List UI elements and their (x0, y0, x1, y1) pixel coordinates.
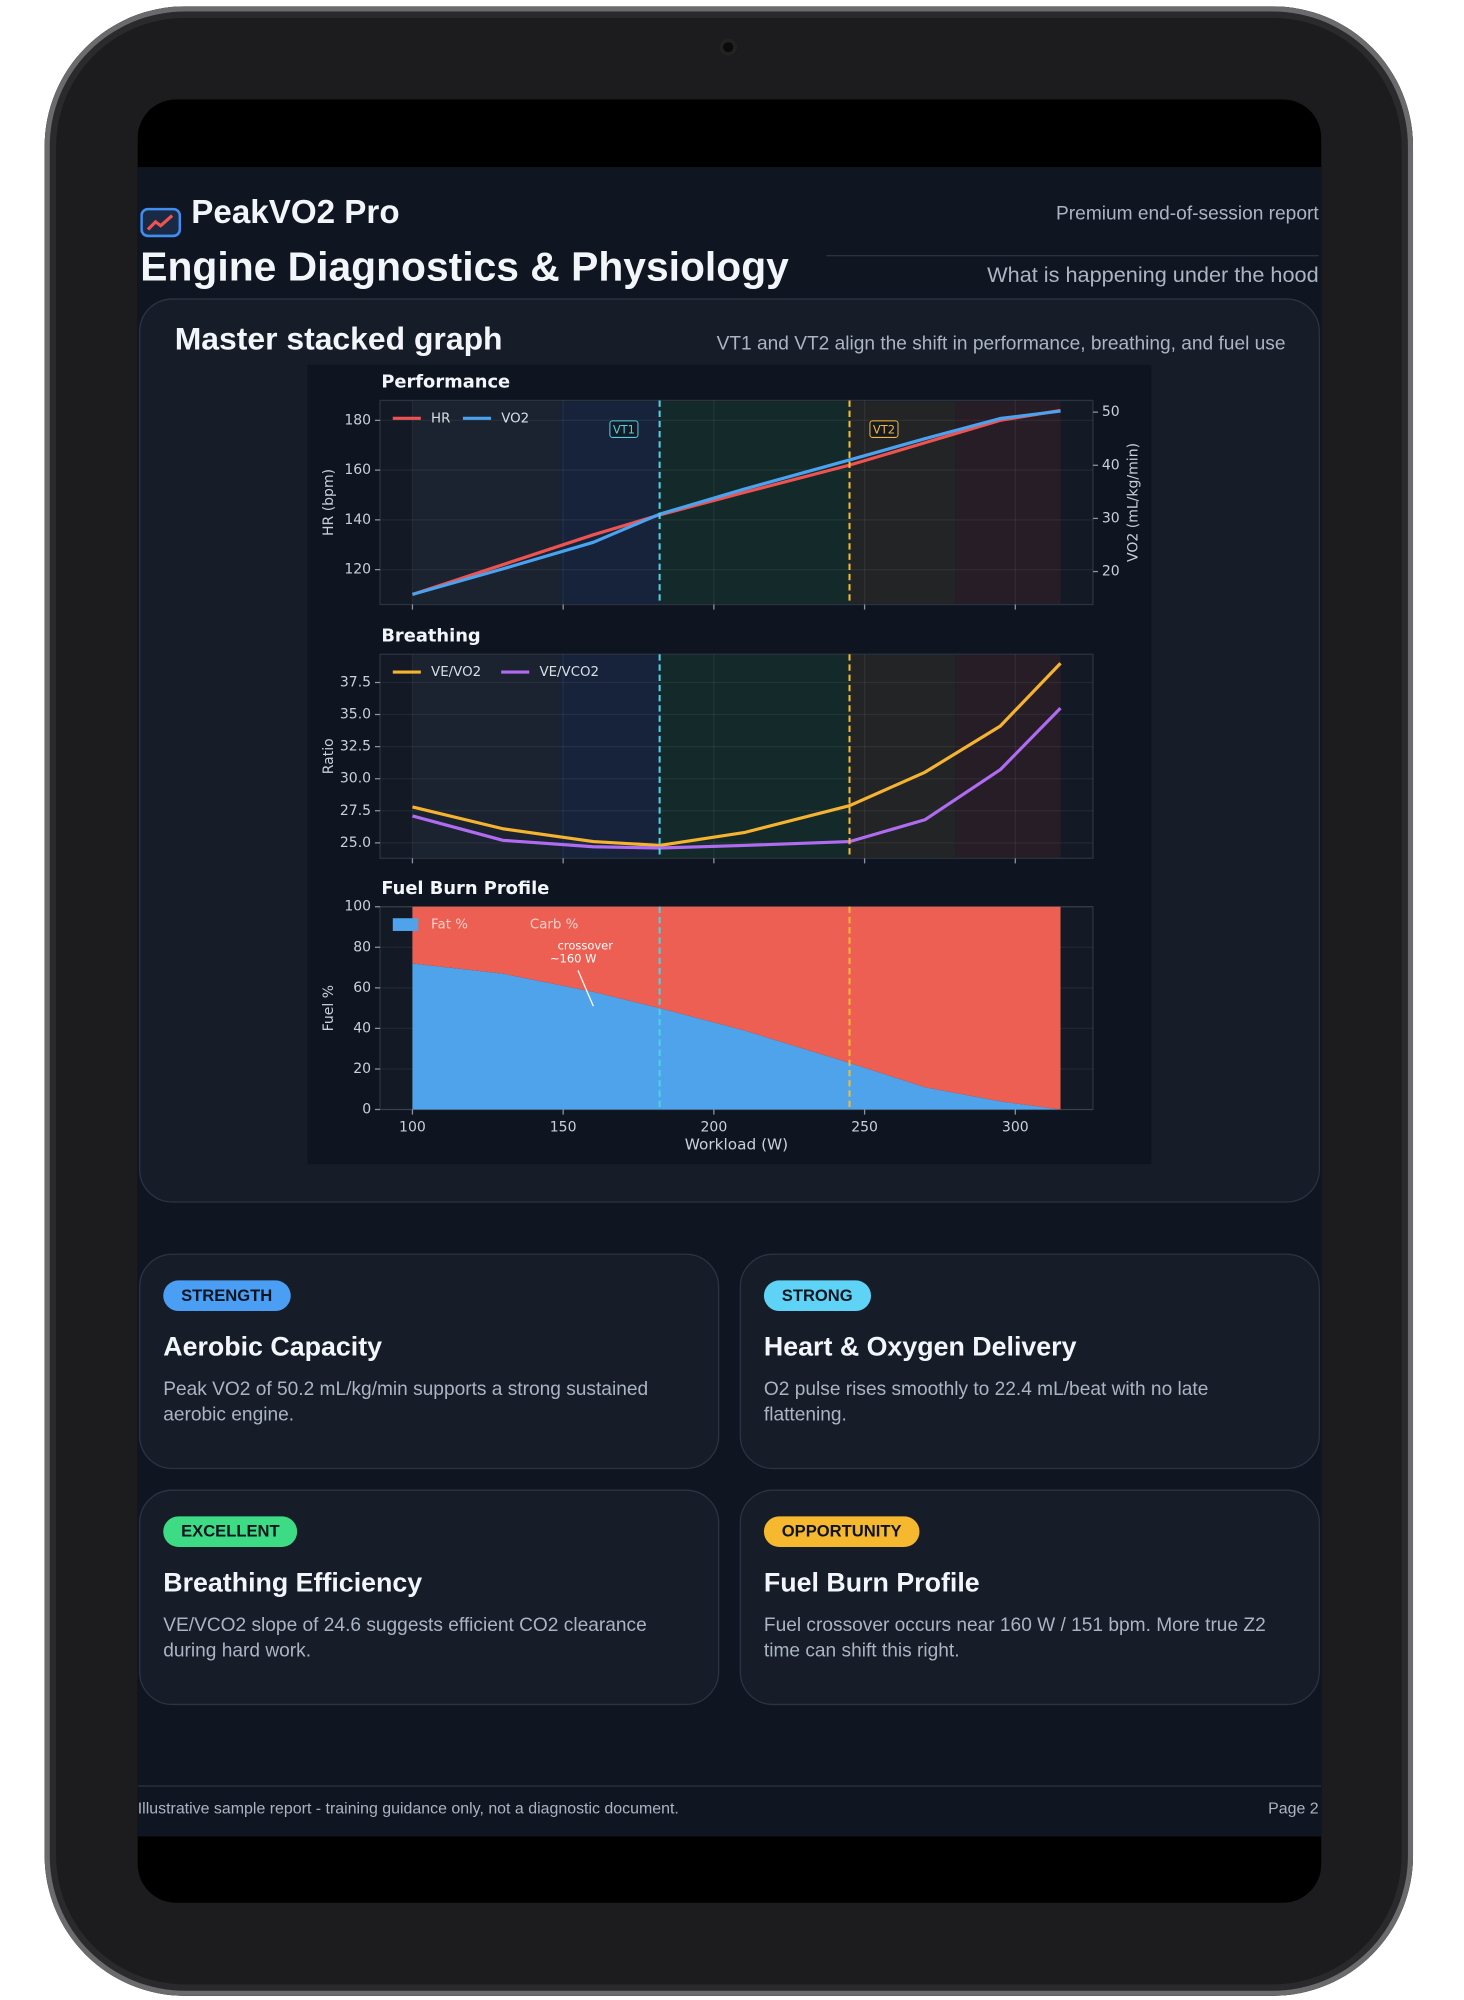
card-title: Fuel Burn Profile (763, 1568, 980, 1598)
y2-tick-label: 50 (1102, 404, 1120, 420)
y-tick-label: 25.0 (340, 835, 371, 851)
panel-title: Breathing (381, 625, 480, 646)
badge: STRENGTH (163, 1280, 291, 1312)
y-tick-label: 140 (344, 512, 371, 528)
zone (955, 654, 1061, 858)
zone (849, 654, 956, 858)
badge: STRONG (763, 1280, 871, 1312)
annotation-text: ~160 W (550, 951, 597, 965)
footer-note: Illustrative sample report - training gu… (137, 1799, 679, 1818)
card-text: Peak VO2 of 50.2 mL/kg/min supports a st… (163, 1378, 649, 1426)
series-line (412, 707, 1062, 850)
card-title: Breathing Efficiency (163, 1568, 423, 1598)
card-text: Fuel crossover occurs near 160 W / 151 b… (763, 1614, 1266, 1662)
y-tick-label: 20 (353, 1061, 371, 1077)
card-text: O2 pulse rises smoothly to 22.4 mL/beat … (763, 1378, 1209, 1426)
legend-label: VE/VCO2 (539, 665, 599, 680)
stacked-area (412, 963, 1061, 1110)
x-tick-label: 300 (1002, 1119, 1029, 1135)
zone (560, 654, 660, 858)
y-tick-label: 40 (353, 1020, 371, 1036)
y-tick-label: 27.5 (340, 803, 371, 819)
threshold-label-box (609, 420, 639, 438)
panel-title: Fuel Burn Profile (381, 878, 549, 899)
x-tick-label: 100 (399, 1119, 426, 1135)
report-type: Premium end-of-session report (1056, 202, 1319, 225)
threshold-label: VT2 (873, 422, 895, 436)
y-tick-label: 37.5 (340, 674, 371, 690)
legend-label: VO2 (501, 411, 529, 426)
y-tick-label: 80 (353, 939, 371, 955)
y-tick-label: 120 (344, 562, 371, 578)
annotation-arrow (577, 970, 594, 1007)
stacked-chart: 120 140 160 180 20 30 40 50 HR (bpm) VO2 (mL/kg/m… (307, 364, 1152, 1165)
screen: PeakVO2 Pro Premium end-of-session repor… (137, 99, 1322, 1903)
app-icon (140, 207, 182, 238)
x-axis-label: Workload (W) (685, 1136, 788, 1154)
x-tick-label: 250 (851, 1119, 878, 1135)
header-rule (826, 255, 1319, 257)
app-name: PeakVO2 Pro (191, 192, 400, 231)
card-text: VE/VCO2 slope of 24.6 suggests efficient… (163, 1614, 647, 1662)
y-tick-label: 0 (362, 1102, 371, 1118)
zone (659, 401, 850, 604)
footer-rule (137, 1785, 1322, 1787)
page-title: Engine Diagnostics & Physiology (140, 243, 789, 290)
y-tick-label: 60 (353, 980, 371, 996)
series-line (411, 408, 1061, 597)
zone (659, 654, 850, 858)
zone (412, 654, 561, 858)
threshold-label: VT1 (613, 422, 635, 436)
legend-swatch (392, 918, 419, 931)
legend-label: Carb % (530, 918, 578, 933)
series-line (412, 409, 1061, 596)
y-tick-label: 160 (344, 462, 371, 478)
zone (849, 401, 956, 604)
x-tick-label: 150 (550, 1119, 577, 1135)
legend-label: VE/VO2 (431, 665, 481, 680)
page-number: Page 2 (1268, 1799, 1319, 1818)
badge: EXCELLENT (163, 1516, 298, 1547)
legend-swatch (491, 918, 518, 931)
y2-tick-label: 30 (1102, 510, 1120, 526)
y-tick-label: 35.0 (340, 707, 371, 723)
annotation-text: crossover (558, 939, 614, 953)
report-page: PeakVO2 Pro Premium end-of-session repor… (137, 167, 1322, 1837)
y2-axis-label: VO2 (mL/kg/min) (1126, 443, 1142, 562)
graph-card-title: Master stacked graph (174, 321, 503, 358)
series-line (412, 662, 1062, 848)
y-axis-label: Ratio (321, 738, 337, 774)
graph-card-subtitle: VT1 and VT2 align the shift in performan… (716, 332, 1286, 355)
threshold-label-box (869, 420, 899, 438)
card-title: Heart & Oxygen Delivery (763, 1332, 1077, 1363)
panel-title: Performance (381, 372, 510, 393)
y-axis-label: HR (bpm) (321, 469, 337, 536)
page-subtitle: What is happening under the hood (987, 262, 1319, 287)
card-title: Aerobic Capacity (163, 1332, 383, 1363)
y-tick-label: 100 (344, 899, 371, 915)
x-tick-label: 200 (700, 1119, 727, 1135)
y-tick-label: 32.5 (340, 739, 371, 755)
zone (955, 401, 1061, 604)
y-axis-label: Fuel % (321, 985, 337, 1031)
y-tick-label: 180 (344, 412, 371, 428)
y2-tick-label: 40 (1102, 457, 1120, 473)
y-tick-label: 30.0 (340, 771, 371, 787)
y2-tick-label: 20 (1102, 564, 1120, 580)
stacked-area (412, 906, 1061, 1110)
badge: OPPORTUNITY (763, 1516, 920, 1547)
legend-label: Fat % (431, 918, 468, 933)
legend-label: HR (431, 411, 450, 426)
camera (719, 38, 738, 57)
